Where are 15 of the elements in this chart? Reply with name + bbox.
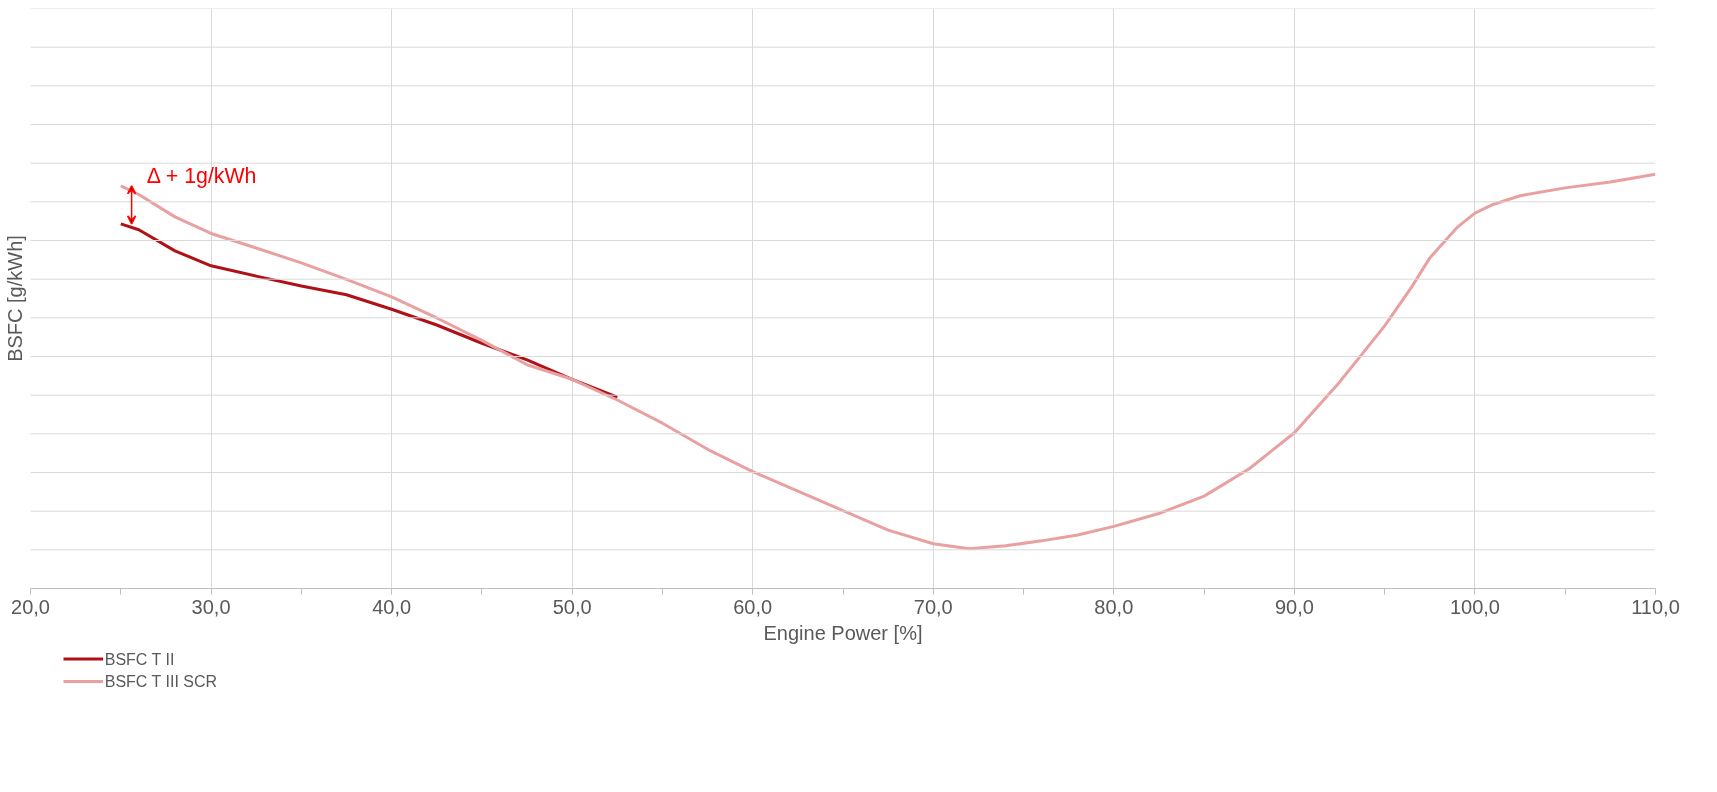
- annotation: Δ + 1g/kWh: [146, 163, 257, 188]
- legend-label: BSFC T II: [104, 650, 175, 668]
- x-tick-label: 50,0: [552, 595, 592, 618]
- x-tick-label: 30,0: [191, 595, 231, 618]
- y-axis-title: BSFC [g/kWh]: [3, 235, 26, 362]
- x-tick-label: 90,0: [1274, 595, 1314, 618]
- x-tick-label: 20,0: [11, 595, 50, 618]
- x-tick-label: 70,0: [913, 595, 953, 618]
- x-axis-title: Engine Power [%]: [763, 621, 923, 644]
- x-tick-label: 60,0: [733, 595, 773, 618]
- legend-label: BSFC T III SCR: [104, 673, 218, 690]
- x-tick-label: 40,0: [372, 595, 412, 618]
- x-tick-label: 110,0: [1631, 595, 1680, 618]
- x-tick-label: 100,0: [1449, 595, 1500, 618]
- x-tick-label: 80,0: [1094, 595, 1134, 618]
